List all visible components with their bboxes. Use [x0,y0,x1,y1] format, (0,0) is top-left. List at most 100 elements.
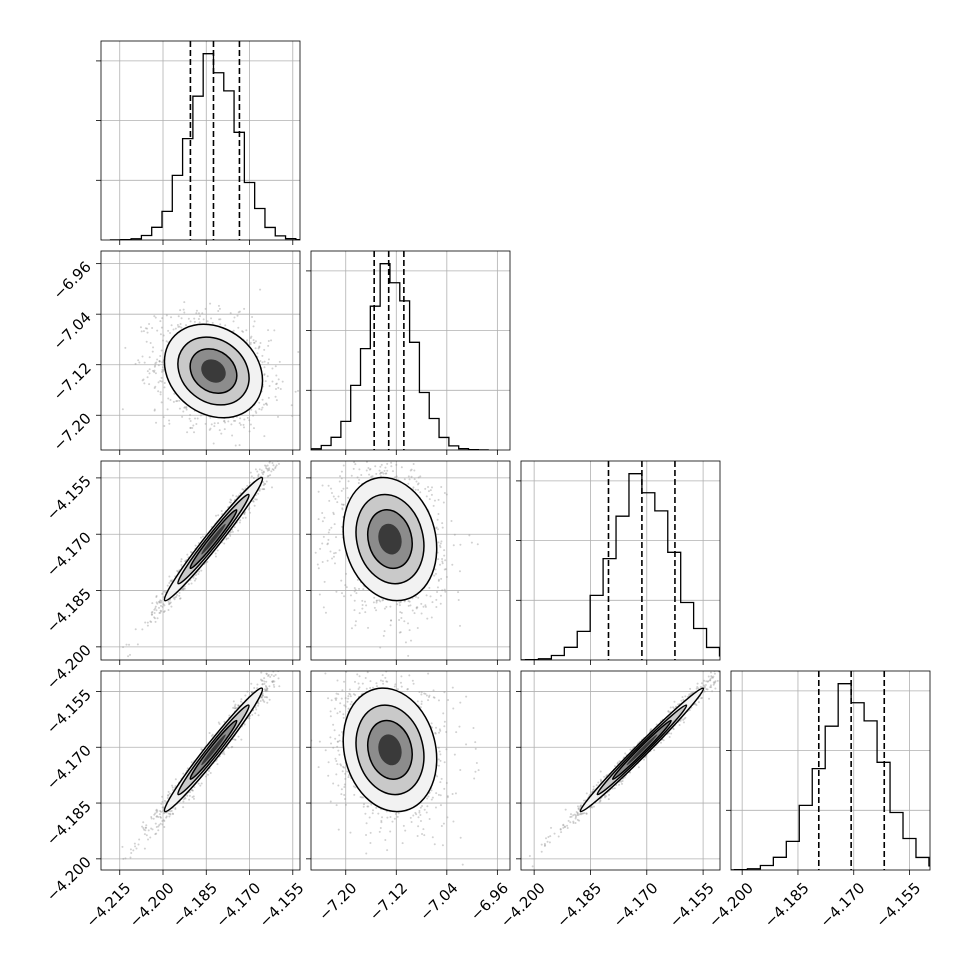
axes-frame [100,250,301,451]
sample-point [193,317,196,320]
sample-point [182,308,185,311]
sample-point [266,469,269,472]
sample-point [358,612,361,615]
sample-point [159,355,162,358]
sample-point [439,542,442,545]
sample-point [261,694,264,697]
sample-point [251,315,254,318]
sample-point [223,753,226,756]
sample-point [257,476,260,479]
sample-point [183,311,186,314]
sample-point [218,318,221,321]
density-level [201,359,226,383]
sample-point [408,478,411,481]
sample-point [161,370,164,373]
sample-point [414,488,417,491]
sample-point [251,456,253,458]
sample-point [341,507,344,510]
sample-point [169,579,172,582]
sample-point [153,608,156,611]
sample-point [407,475,410,478]
sample-point [439,602,442,605]
sample-point [197,317,200,320]
sample-point [161,368,164,371]
sample-point [214,555,217,558]
sample-point [259,700,262,703]
sample-point [413,478,416,481]
panel-2-2 [516,460,721,665]
sample-point [171,784,174,787]
sample-point [210,423,213,426]
sample-point [409,604,412,607]
sample-point [336,447,338,449]
sample-point [277,456,279,458]
sample-point [275,383,278,386]
sample-point [181,588,184,591]
sample-point [151,610,154,613]
sample-point [154,372,157,375]
sample-point [234,703,237,706]
sample-point [329,550,332,553]
sample-point [263,373,266,376]
contour-line [355,493,425,585]
sample-point [272,469,275,472]
sample-point [121,408,124,411]
axes-frame [310,250,511,451]
sample-point [230,423,233,426]
sample-point [171,579,174,582]
sample-point [426,617,429,620]
sample-point [438,544,441,547]
sample-point [168,812,171,815]
sample-point [271,452,273,454]
sample-point [151,369,154,372]
sample-point [168,602,171,605]
sample-point [268,469,271,472]
density-level [378,523,402,555]
sample-point [350,627,353,630]
sample-point [429,595,432,598]
sample-point [330,487,333,490]
sample-point [337,495,340,498]
sample-point [458,570,461,573]
sample-point [264,380,267,383]
sample-point [187,583,190,586]
sample-point [265,696,268,699]
sample-point [439,563,442,566]
sample-point [156,602,159,605]
sample-point [424,487,427,490]
panel-1-0: −7.20−7.12−7.04−6.96 [50,250,301,458]
sample-point [274,454,276,456]
axes-frame [100,40,301,241]
sample-point [228,501,231,504]
sample-point [335,536,338,539]
sample-point [399,611,402,614]
sample-point [275,455,277,457]
density-level [201,523,226,555]
sample-point [267,362,270,365]
sample-point [399,600,402,603]
sample-point [291,438,293,440]
sample-point [183,587,186,590]
sample-point [149,342,152,345]
sample-point [419,475,422,478]
sample-point [252,500,255,503]
sample-point [386,462,389,465]
sample-point [170,324,173,327]
sample-point [208,428,211,431]
sample-point [333,523,336,526]
sample-point [291,414,294,417]
sample-point [271,681,274,684]
sample-point [388,453,390,455]
sample-point [342,503,345,506]
sample-point [319,547,322,550]
sample-point [419,491,422,494]
sample-point [169,810,172,813]
sample-point [280,451,282,453]
sample-point [246,484,249,487]
sample-point [443,554,446,557]
sample-point [180,326,183,329]
sample-point [390,619,393,622]
sample-point [382,472,385,475]
sample-point [179,323,182,326]
sample-point [379,600,382,603]
